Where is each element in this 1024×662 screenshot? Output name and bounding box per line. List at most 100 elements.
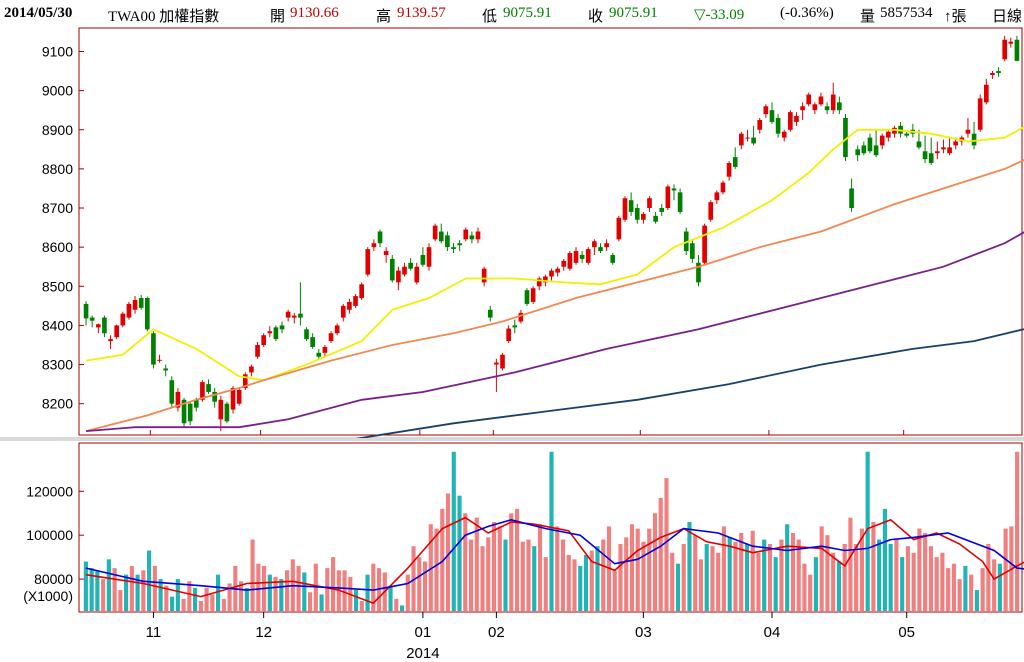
candle-body: [157, 359, 162, 361]
volume-bar: [135, 574, 140, 611]
volume-bar: [779, 539, 784, 611]
candle-body: [377, 231, 383, 244]
candle-body: [530, 288, 536, 302]
volume-bar: [526, 539, 531, 611]
volume-bar: [744, 543, 750, 611]
candle: [843, 114, 848, 162]
volume-bar: [721, 526, 727, 611]
volume-bar: [124, 574, 129, 611]
candle: [500, 352, 505, 371]
candle-body: [494, 362, 499, 365]
volume-bar: [790, 532, 796, 611]
candle-body: [249, 366, 254, 373]
volume-bar: [963, 565, 968, 611]
volume-bar: [693, 535, 698, 611]
volume-bar: [572, 559, 577, 611]
candle-body: [242, 374, 248, 389]
candle-body: [806, 94, 812, 105]
candle: [800, 102, 805, 120]
candle: [922, 135, 928, 164]
close-label: 收: [588, 9, 604, 25]
change-value: ▽-33.09: [694, 7, 745, 23]
candle: [163, 364, 169, 377]
candle: [824, 102, 830, 115]
candle-body: [928, 153, 934, 164]
month-tick-label: 03: [635, 624, 652, 641]
candle-body: [438, 231, 444, 242]
candle: [830, 82, 836, 115]
candle: [426, 243, 432, 271]
candle: [524, 288, 530, 306]
volume-bar: [394, 598, 399, 611]
volume-bar: [181, 598, 186, 611]
volume-bar: [497, 526, 502, 611]
candle: [598, 243, 603, 254]
candle: [677, 188, 683, 214]
candle: [837, 96, 842, 115]
volume-bar: [193, 587, 198, 611]
candle-body: [671, 188, 677, 191]
candle: [714, 190, 720, 205]
volume-bar: [405, 574, 410, 611]
candle: [89, 315, 95, 328]
candle: [108, 335, 113, 349]
candle: [769, 102, 775, 124]
candle-body: [512, 325, 518, 328]
candle-body: [837, 102, 842, 111]
candle-body: [273, 327, 279, 340]
candle: [365, 247, 371, 277]
candle-body: [445, 235, 450, 248]
volume-bar: [710, 546, 715, 611]
candle-body: [665, 186, 671, 209]
candle-body: [659, 208, 665, 212]
volume-bar: [888, 543, 893, 611]
volume-bar: [468, 539, 474, 611]
volume-bar: [773, 557, 778, 611]
candle: [757, 118, 763, 134]
candle-body: [977, 98, 983, 130]
volume-bar: [399, 605, 405, 611]
candle: [157, 354, 162, 363]
volume-bar: [882, 508, 887, 611]
candle: [353, 294, 358, 308]
candle: [849, 178, 854, 212]
candle: [138, 294, 144, 310]
candle: [549, 268, 554, 281]
volume-bar: [537, 524, 543, 611]
candle-body: [879, 135, 885, 146]
candle-body: [267, 331, 273, 334]
volume-bar: [698, 559, 704, 611]
candle: [181, 397, 187, 428]
candle-body: [500, 354, 505, 369]
candle-body: [83, 303, 89, 319]
candle: [144, 296, 150, 332]
candle-body: [947, 147, 952, 154]
candle: [438, 223, 444, 244]
volume-bar: [877, 539, 882, 611]
price-ma-line: [85, 126, 1024, 382]
candle-body: [922, 151, 928, 160]
volume-bar: [802, 563, 807, 611]
candle: [218, 395, 224, 432]
candle-body: [886, 131, 891, 138]
candle-body: [285, 311, 291, 318]
volume-bar: [641, 541, 646, 611]
candle-body: [383, 251, 389, 255]
candle-body: [561, 260, 567, 267]
candle: [469, 231, 475, 244]
volume-bar: [411, 546, 416, 611]
candle-body: [861, 145, 867, 154]
volume-bar: [451, 451, 456, 611]
volume-bar: [336, 570, 341, 611]
volume-bar: [325, 568, 330, 611]
volume-bar: [239, 581, 244, 611]
candle-body: [628, 200, 634, 212]
candle: [377, 229, 383, 248]
candle: [708, 200, 714, 222]
candle: [622, 196, 628, 222]
volume-ma-line: [85, 518, 1024, 591]
volume-bar: [1009, 526, 1014, 611]
volume-bar: [319, 594, 324, 611]
candle: [402, 262, 407, 277]
candle: [126, 301, 132, 320]
